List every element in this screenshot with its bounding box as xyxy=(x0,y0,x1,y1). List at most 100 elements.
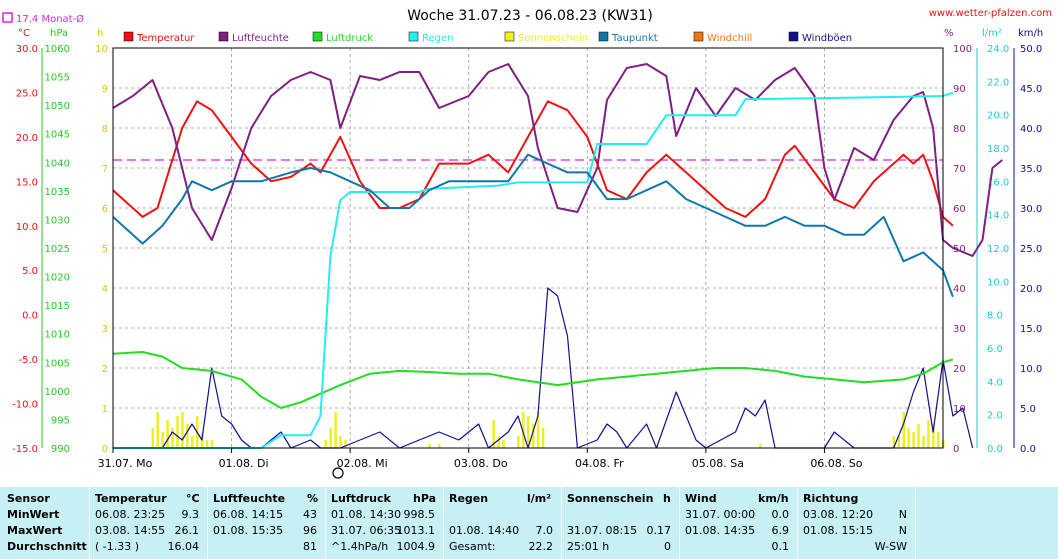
axis-hours-tick-3: 7 xyxy=(102,164,108,175)
stats-cell-sun_t: 25:01 h xyxy=(567,540,610,553)
sunshine-bar-8 xyxy=(191,436,194,448)
series-regen xyxy=(113,91,954,449)
website-link[interactable]: www.wetter-pfalzen.com xyxy=(929,8,1052,19)
axis-wind-tick-1: 45.0 xyxy=(1020,84,1042,95)
legend-label-3: Regen xyxy=(422,33,454,44)
stats-cell-press_v: 998.5 xyxy=(403,508,436,521)
stats-header-hum-unit: % xyxy=(307,492,319,505)
axis-wind-tick-10: 0.0 xyxy=(1020,444,1036,455)
axis-hpa-tick-2: 1050 xyxy=(45,101,70,112)
legend-label-5: Taupunkt xyxy=(611,33,658,44)
stats-header-row: Sensor Temperatur °C Luftfeuchte % Luftd… xyxy=(0,492,1058,508)
plot-frame xyxy=(112,47,944,449)
sunshine-bar-30 xyxy=(892,436,896,448)
sunshine-bar-38 xyxy=(932,424,935,448)
legend-label-4: Sonnenschein xyxy=(518,33,588,44)
stats-row-minwert: MinWert 06.08. 23:25 9.3 06.08. 14:15 43 01.0… xyxy=(0,508,1058,524)
unit-celsius: °C xyxy=(18,28,30,39)
axis-temp-tick-9: -15.0 xyxy=(12,444,38,455)
sunshine-bar-7 xyxy=(186,424,189,448)
sunshine-bar-39 xyxy=(937,432,940,448)
axis-wind-tick-2: 40.0 xyxy=(1020,124,1042,135)
legend-label-2: Luftdruck xyxy=(326,33,373,44)
sunshine-bar-3 xyxy=(166,420,169,448)
stats-row-durchschnitt: Durchschnitt ( -1.33 ) 16.04 81 ^1.4hPa/h 100… xyxy=(0,540,1058,556)
stats-cell-temp_t: ( -1.33 ) xyxy=(95,540,140,553)
sunshine-bar-15 xyxy=(334,412,337,448)
sunshine-bar-36 xyxy=(922,436,925,448)
axis-percent-tick-8: 20 xyxy=(953,364,966,375)
monat-legend-label: 17.4 Monat-Ø xyxy=(16,13,84,25)
axis-percent-tick-9: 10 xyxy=(953,404,966,415)
series-temperatur xyxy=(112,100,954,227)
axis-rain-tick-3: 18.0 xyxy=(987,144,1009,155)
stats-cell-temp_t: 06.08. 23:25 xyxy=(95,508,166,521)
x-label-0: 31.07. Mo xyxy=(98,457,153,470)
axis-wind-tick-5: 25.0 xyxy=(1020,244,1042,255)
monat-legend-box xyxy=(2,12,13,23)
sunshine-bar-37 xyxy=(927,420,930,448)
axis-wind-tick-0: 50.0 xyxy=(1020,44,1042,55)
stats-header-press-unit: hPa xyxy=(413,492,437,505)
stats-header-sun: Sonnenschein xyxy=(567,492,654,505)
stats-cell-press_v: 1004.9 xyxy=(396,540,436,553)
axis-percent-tick-0: 100 xyxy=(953,44,972,55)
stats-cell-temp_v: 16.04 xyxy=(167,540,200,553)
axis-temp-tick-1: 25.0 xyxy=(16,88,38,99)
unit-wind: km/h xyxy=(1018,28,1043,39)
sunshine-bar-6 xyxy=(181,412,184,448)
stats-header-rain: Regen xyxy=(449,492,489,505)
sunshine-bar-29 xyxy=(759,444,762,448)
axis-temp-tick-4: 10.0 xyxy=(16,222,38,233)
stats-header-dir: Richtung xyxy=(803,492,859,505)
axis-temp-tick-2: 20.0 xyxy=(16,133,38,144)
axis-rain-tick-2: 20.0 xyxy=(987,111,1009,122)
x-label-2: 02.08. Mi xyxy=(337,457,388,470)
stats-cell-rain_v: 22.2 xyxy=(528,540,554,553)
sunshine-bar-2 xyxy=(161,432,164,448)
axis-temp-tick-0: 30.0 xyxy=(16,44,38,55)
axis-hours-tick-2: 8 xyxy=(102,124,108,135)
sunshine-bar-23 xyxy=(517,436,520,448)
axis-hours-tick-8: 2 xyxy=(102,364,108,375)
sunshine-bar-19 xyxy=(438,444,441,448)
axis-hours-tick-9: 1 xyxy=(102,404,108,415)
axis-hours-tick-6: 4 xyxy=(102,284,108,295)
legend-swatch-3 xyxy=(408,31,419,42)
stats-cell-temp_v: 9.3 xyxy=(181,508,200,521)
chart-grid xyxy=(113,48,943,448)
axis-wind-tick-3: 35.0 xyxy=(1020,164,1042,175)
axis-hpa-tick-8: 1020 xyxy=(45,273,70,284)
stats-cell-hum_v: 96 xyxy=(303,524,317,537)
axis-rain-tick-11: 2.0 xyxy=(987,411,1003,422)
stats-cell-dir_t: 01.08. 15:15 xyxy=(803,524,874,537)
axis-percent-tick-4: 60 xyxy=(953,204,966,215)
legend-label-6: Windchill xyxy=(707,33,752,44)
stats-cell-temp_t: 03.08. 14:55 xyxy=(95,524,166,537)
axis-temp-tick-7: -5.0 xyxy=(18,355,38,366)
cursor-marker xyxy=(332,467,344,479)
axis-hours-tick-7: 3 xyxy=(102,324,108,335)
legend-swatch-0 xyxy=(123,31,134,42)
sunshine-bar-21 xyxy=(497,436,500,448)
sunshine-bar-1 xyxy=(156,412,159,448)
axis-rain-tick-1: 22.0 xyxy=(987,77,1009,88)
stats-header-wind-unit: km/h xyxy=(758,492,789,505)
sunshine-bar-25 xyxy=(527,416,530,448)
unit-rain: l/m² xyxy=(982,28,1002,39)
stats-cell-dir_t: 03.08. 12:20 xyxy=(803,508,874,521)
x-label-1: 01.08. Di xyxy=(219,457,269,470)
sunshine-bar-24 xyxy=(522,412,525,448)
stats-header-temp: Temperatur xyxy=(95,492,167,505)
axis-hpa-tick-10: 1010 xyxy=(45,330,70,341)
axis-hpa-tick-9: 1015 xyxy=(45,301,70,312)
unit-percent: % xyxy=(944,28,954,39)
stats-cell-wind_v: 0.0 xyxy=(771,508,790,521)
axis-temp-tick-3: 15.0 xyxy=(16,177,38,188)
legend-swatch-7 xyxy=(788,31,799,42)
x-label-5: 05.08. Sa xyxy=(692,457,744,470)
axis-percent-tick-2: 80 xyxy=(953,124,966,135)
stats-header-press: Luftdruck xyxy=(331,492,391,505)
stats-cell-rain_v: 7.0 xyxy=(535,524,554,537)
x-axis-labels: 31.07. Mo 01.08. Di 02.08. Mi 03.08. Do 04.0… xyxy=(98,448,863,470)
